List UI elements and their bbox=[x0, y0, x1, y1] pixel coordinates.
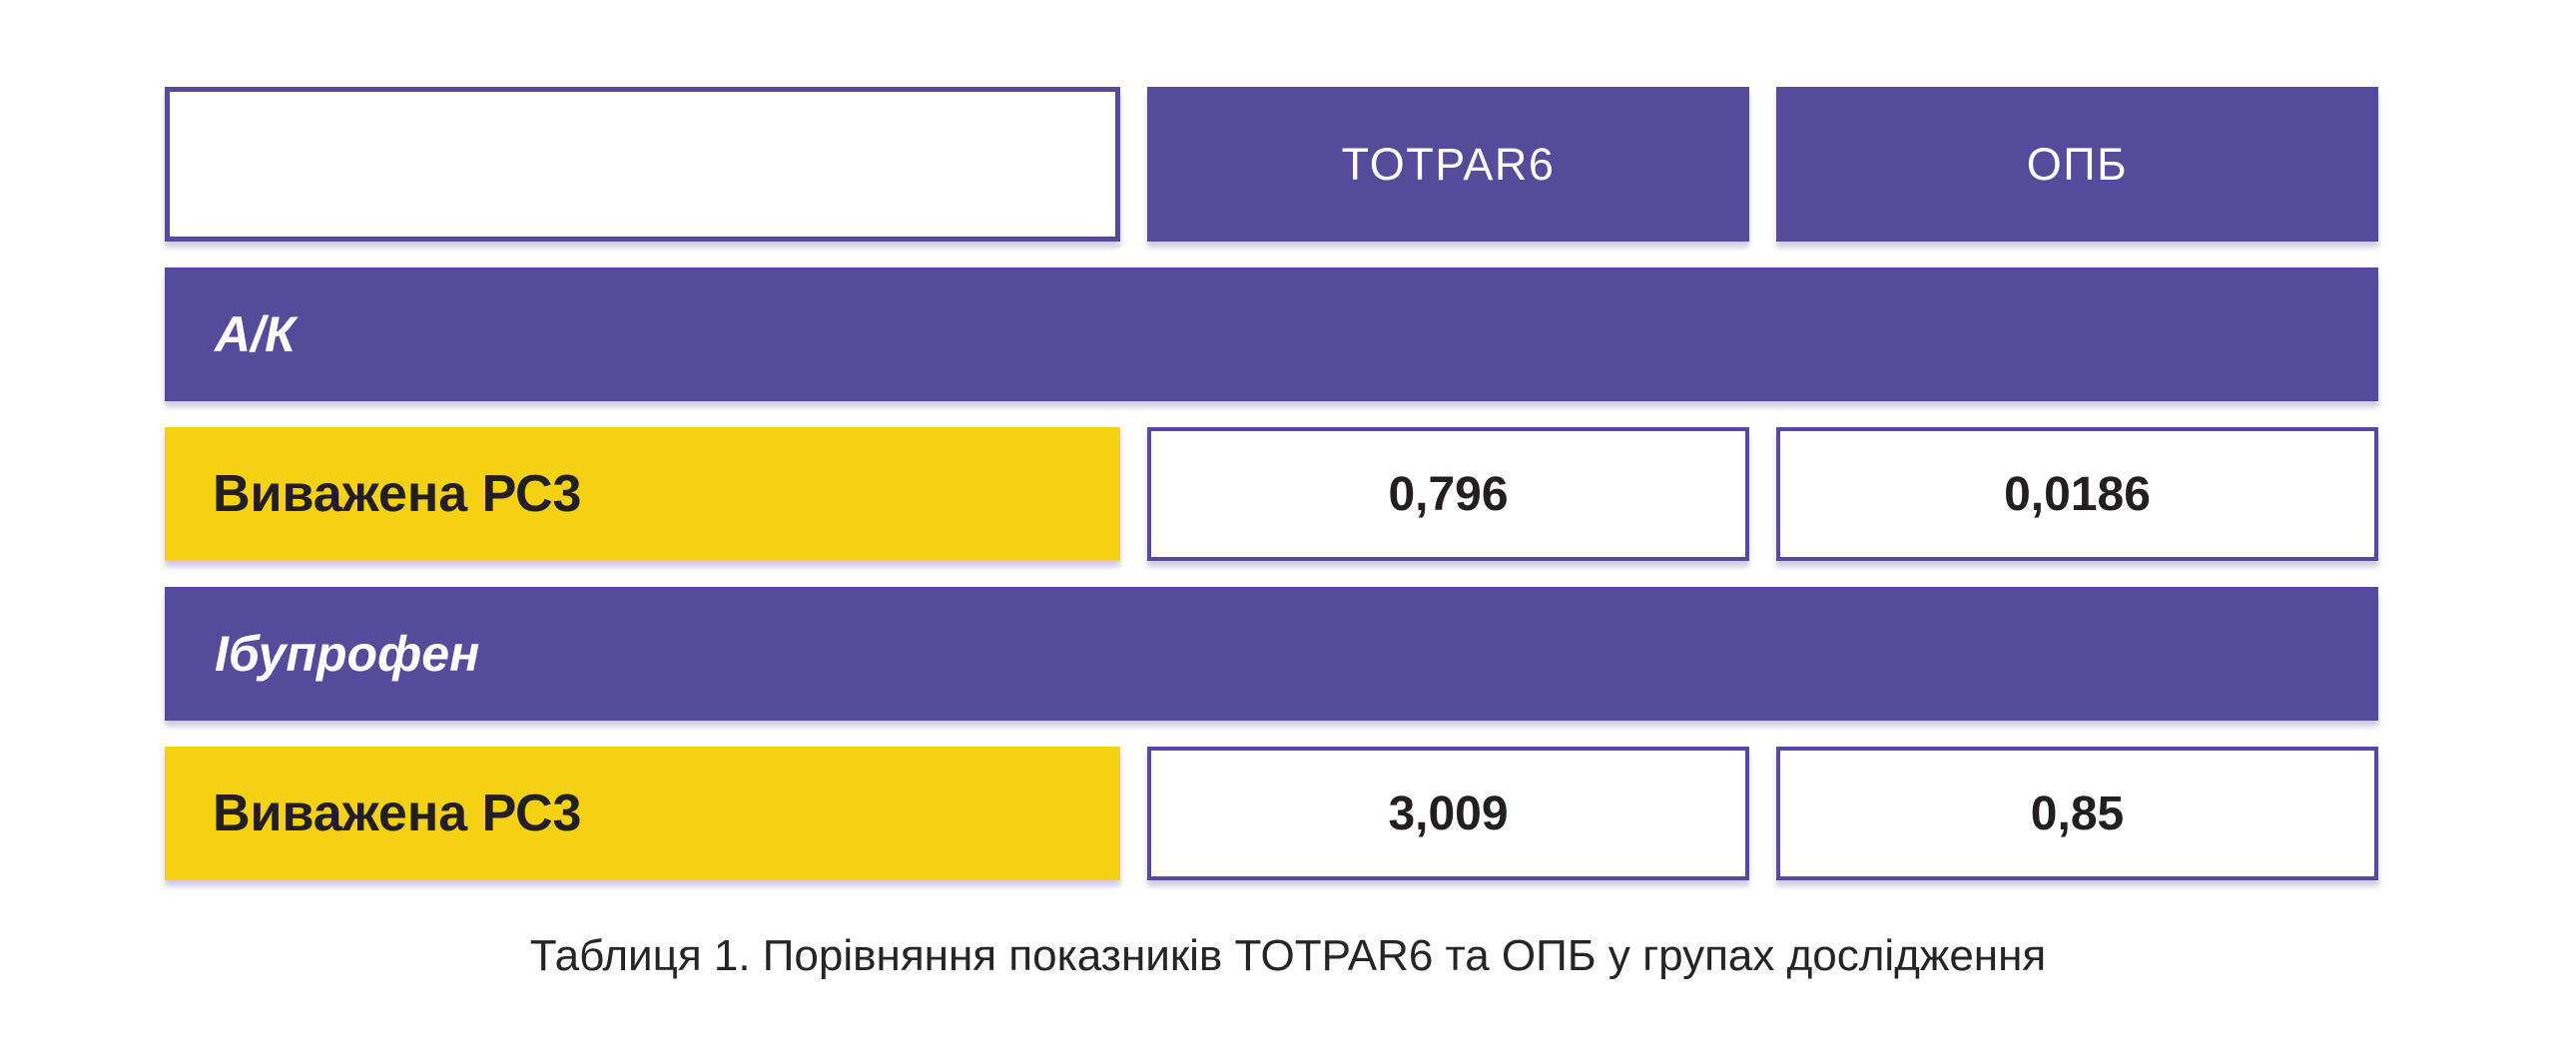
value-totpar6: 3,009 bbox=[1147, 747, 1749, 880]
row-label: Виважена РС3 bbox=[165, 427, 1120, 561]
section-header-ibuprofen: Ібупрофен bbox=[165, 587, 2378, 721]
column-header-opb: ОПБ bbox=[1776, 87, 2378, 242]
row-label: Виважена РС3 bbox=[165, 747, 1120, 880]
column-header-totpar6: TOTPAR6 bbox=[1147, 87, 1749, 242]
section-header-ak: А/К bbox=[165, 267, 2378, 401]
corner-cell bbox=[165, 87, 1120, 242]
table-caption: Таблиця 1. Порівняння показників TOTPAR6… bbox=[529, 931, 2047, 980]
value-opb: 0,85 bbox=[1776, 747, 2378, 880]
value-totpar6: 0,796 bbox=[1147, 427, 1749, 561]
comparison-table: TOTPAR6 ОПБ А/К Виважена РС3 0,796 0,018… bbox=[165, 87, 2379, 880]
value-opb: 0,0186 bbox=[1776, 427, 2378, 561]
